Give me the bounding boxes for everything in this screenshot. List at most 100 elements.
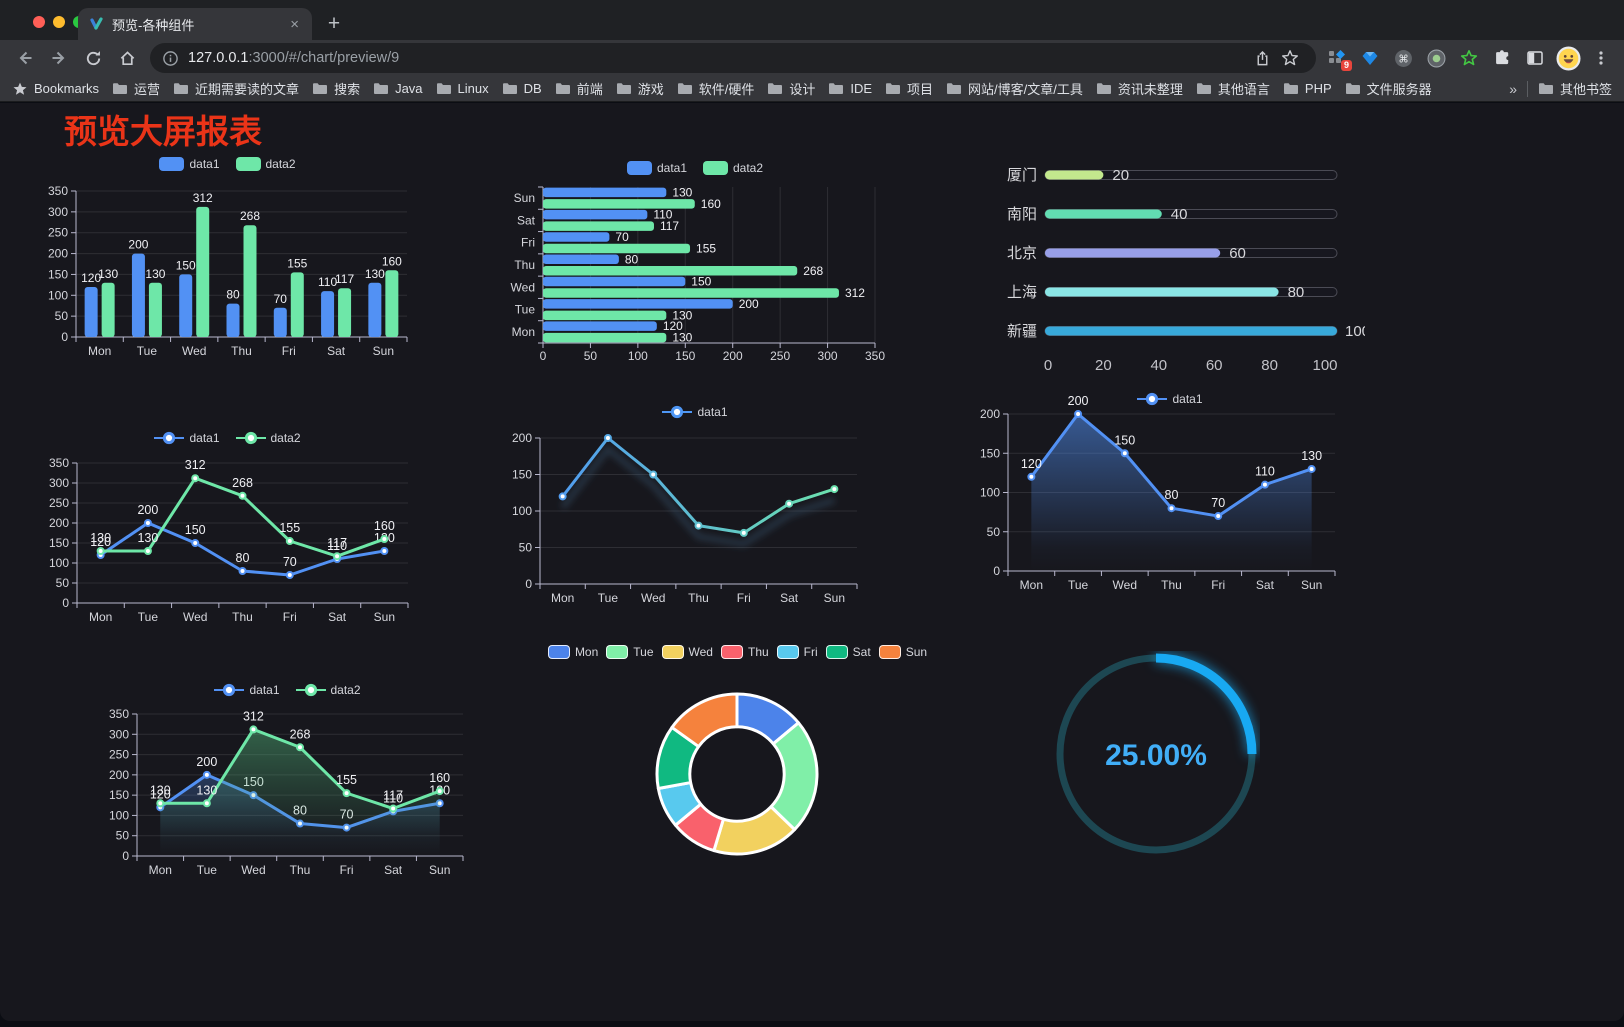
share-icon[interactable]	[1248, 45, 1276, 71]
bookmark-folder-item[interactable]: IDE	[828, 81, 872, 96]
url-text[interactable]: 127.0.0.1:3000/#/chart/preview/9	[188, 50, 1248, 66]
svg-text:100: 100	[48, 288, 68, 302]
forward-button[interactable]	[42, 44, 76, 72]
svg-text:117: 117	[327, 536, 347, 550]
svg-text:Mon: Mon	[512, 325, 535, 339]
bookmark-folder-item[interactable]: Java	[373, 81, 423, 96]
svg-text:350: 350	[49, 456, 69, 470]
bookmark-folder-item[interactable]: 项目	[885, 79, 933, 98]
bookmark-folder-item[interactable]: 其他语言	[1196, 79, 1270, 98]
minimize-window-button[interactable]	[53, 16, 65, 28]
svg-text:200: 200	[512, 431, 532, 445]
extensions-puzzle-icon[interactable]	[1487, 44, 1517, 72]
green-star-extension-icon[interactable]	[1454, 44, 1484, 72]
tab-close-icon[interactable]: ×	[290, 15, 299, 33]
svg-text:250: 250	[48, 226, 68, 240]
svg-text:120: 120	[81, 271, 101, 285]
svg-text:110: 110	[327, 539, 347, 553]
folder-icon	[502, 83, 517, 94]
bookmark-folder-item[interactable]: 游戏	[616, 79, 664, 98]
multi-line-chart: 0 50 100 150 200 250 300 350 Mon Tue Wed Thu Fri Sat S…	[40, 426, 415, 636]
svg-text:0: 0	[525, 577, 532, 591]
svg-text:120: 120	[150, 787, 171, 801]
svg-text:0: 0	[122, 849, 129, 863]
bookmark-folder-item[interactable]: 搜索	[312, 79, 360, 98]
svg-text:Fri: Fri	[521, 236, 535, 250]
svg-text:0: 0	[61, 330, 68, 344]
legend-item[interactable]: data2	[703, 161, 763, 175]
svg-text:50: 50	[519, 541, 533, 555]
legend-item[interactable]: data1	[1137, 392, 1203, 406]
address-bar[interactable]: 127.0.0.1:3000/#/chart/preview/9	[150, 43, 1316, 73]
bookmark-folder-item[interactable]: 软件/硬件	[677, 79, 754, 98]
bookmark-folder-item[interactable]: PHP	[1283, 81, 1332, 96]
bookmarks-right: » 其他书签	[1509, 79, 1612, 98]
bookmark-folder-item[interactable]: 设计	[767, 79, 815, 98]
legend-item[interactable]: Mon	[547, 645, 598, 659]
back-button[interactable]	[8, 44, 42, 72]
svg-text:150: 150	[1114, 433, 1135, 447]
svg-text:300: 300	[49, 476, 69, 490]
bookmark-folder-item[interactable]: 前端	[555, 79, 603, 98]
home-button[interactable]	[110, 44, 144, 72]
close-window-button[interactable]	[33, 16, 45, 28]
bookmark-folder-item[interactable]: 近期需要读的文章	[173, 79, 299, 98]
bookmark-star-icon[interactable]	[1276, 45, 1304, 71]
legend-item[interactable]: data2	[235, 431, 301, 445]
bookmark-folder-item[interactable]: Linux	[436, 81, 489, 96]
other-bookmarks-folder[interactable]: 其他书签	[1538, 79, 1612, 98]
legend-item[interactable]: Sun	[878, 645, 927, 659]
bookmark-folder-item[interactable]: 文件服务器	[1345, 79, 1432, 98]
profile-avatar[interactable]	[1553, 44, 1583, 72]
folder-icon	[1196, 83, 1211, 94]
legend-item[interactable]: data1	[214, 683, 280, 697]
legend-item[interactable]: Wed	[661, 645, 713, 659]
svg-text:200: 200	[980, 407, 1000, 421]
reload-button[interactable]	[76, 44, 110, 72]
legend-item[interactable]: data1	[154, 431, 220, 445]
svg-text:50: 50	[116, 829, 130, 843]
svg-text:200: 200	[109, 768, 129, 782]
svg-text:70: 70	[283, 555, 297, 569]
legend-item[interactable]: data1	[662, 405, 728, 419]
tab-groups-extension-icon[interactable]: 9	[1322, 44, 1352, 72]
svg-text:200: 200	[196, 755, 217, 769]
legend-item[interactable]: data2	[235, 157, 296, 171]
svg-text:70: 70	[1211, 496, 1225, 510]
command-extension-icon[interactable]: ⌘	[1388, 44, 1418, 72]
sidebar-toggle-icon[interactable]	[1520, 44, 1550, 72]
gem-extension-icon[interactable]	[1355, 44, 1385, 72]
legend-item[interactable]: Tue	[606, 645, 654, 659]
active-tab[interactable]: 预览-各种组件 ×	[78, 8, 312, 40]
svg-text:Sun: Sun	[1301, 578, 1322, 592]
svg-text:Thu: Thu	[231, 344, 252, 358]
svg-text:110: 110	[653, 208, 672, 222]
legend-item[interactable]: data1	[626, 161, 687, 175]
bookmarks-overflow-chevron[interactable]: »	[1509, 80, 1517, 97]
menu-dots-icon[interactable]	[1586, 44, 1616, 72]
folder-icon	[436, 83, 451, 94]
svg-text:Fri: Fri	[737, 591, 751, 605]
bookmark-folder-item[interactable]: DB	[502, 81, 542, 96]
legend-item[interactable]: data2	[295, 683, 361, 697]
new-tab-button[interactable]: +	[327, 12, 341, 35]
legend-item[interactable]: Thu	[720, 645, 769, 659]
horizontal-bar-chart: 0 50 100 150 200 250 300 350 Mon Tue Wed Thu Fri Sat S…	[505, 153, 885, 365]
svg-text:100: 100	[109, 808, 129, 822]
svg-text:150: 150	[48, 267, 68, 281]
svg-text:Sun: Sun	[374, 610, 395, 624]
svg-text:⌘: ⌘	[1398, 53, 1409, 65]
recorder-extension-icon[interactable]	[1421, 44, 1451, 72]
svg-text:268: 268	[240, 209, 260, 223]
site-info-icon[interactable]	[162, 50, 179, 67]
bookmark-folder-item[interactable]: 运营	[112, 79, 160, 98]
svg-text:120: 120	[1021, 457, 1042, 471]
folder-icon	[555, 83, 570, 94]
legend-item[interactable]: data1	[159, 157, 220, 171]
bookmark-folder-item[interactable]: 网站/博客/文章/工具	[946, 79, 1083, 98]
legend-item[interactable]: Fri	[776, 645, 818, 659]
area-chart: 0 50 100 150 200 Mon Tue Wed Thu Fri Sat Sun 120 200 1…	[975, 387, 1365, 593]
legend-item[interactable]: Sat	[825, 645, 871, 659]
bookmarks-manager[interactable]: Bookmarks	[12, 81, 99, 97]
bookmark-folder-item[interactable]: 资讯未整理	[1096, 79, 1183, 98]
